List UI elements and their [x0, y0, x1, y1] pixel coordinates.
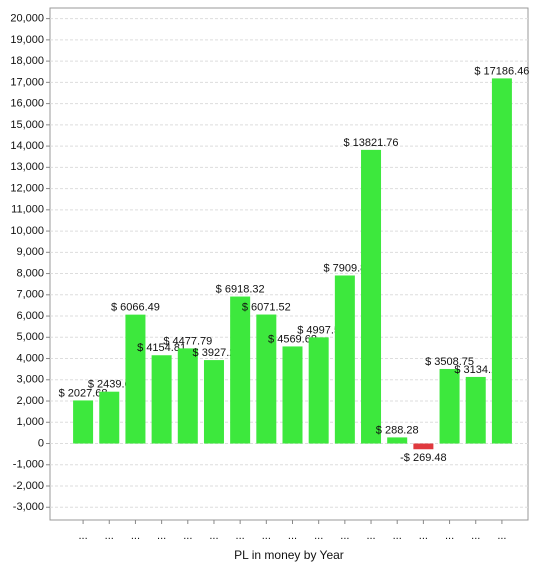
- data-label: $ 2439.6: [88, 379, 131, 391]
- y-tick-label: 10,000: [10, 225, 44, 237]
- y-tick-label: 17,000: [10, 76, 44, 88]
- data-label: $ 3508.75: [425, 356, 474, 368]
- y-tick-label: 12,000: [10, 182, 44, 194]
- bar: [387, 437, 408, 444]
- x-tick-label: ...: [183, 530, 192, 542]
- x-tick-label: ...: [262, 530, 271, 542]
- bar: [282, 346, 303, 444]
- bar: [361, 149, 382, 444]
- data-label: $ 3134.1: [454, 364, 497, 376]
- bar: [177, 348, 198, 444]
- x-tick-label: ...: [105, 530, 114, 542]
- data-label: $ 17186.46: [474, 65, 529, 77]
- y-tick-label: 3,000: [16, 374, 44, 386]
- data-label: $ 2027.68: [59, 387, 108, 399]
- bar: [308, 337, 329, 444]
- y-tick-label: 13,000: [10, 161, 44, 173]
- y-tick-label: 19,000: [10, 34, 44, 46]
- bar: [151, 355, 172, 444]
- y-tick-label: 16,000: [10, 98, 44, 110]
- x-tick-label: ...: [79, 530, 88, 542]
- bar: [413, 443, 434, 450]
- bar: [256, 314, 277, 444]
- x-tick-label: ...: [445, 530, 454, 542]
- data-label: $ 7909.8: [323, 262, 366, 274]
- y-tick-label: -1,000: [13, 459, 44, 471]
- data-label: $ 6071.52: [242, 301, 291, 313]
- bar: [439, 368, 460, 444]
- bar: [73, 400, 94, 444]
- x-tick-label: ...: [288, 530, 297, 542]
- y-tick-label: -2,000: [13, 480, 44, 492]
- bar: [203, 360, 224, 444]
- y-tick-label: 15,000: [10, 119, 44, 131]
- data-label: $ 3927.2: [193, 347, 236, 359]
- x-tick-label: ...: [366, 530, 375, 542]
- x-tick-label: ...: [209, 530, 218, 542]
- bar: [230, 296, 251, 444]
- y-tick-label: 11,000: [11, 204, 44, 216]
- x-tick-label: ...: [236, 530, 245, 542]
- data-label: $ 288.28: [376, 424, 419, 436]
- y-tick-label: 0: [38, 437, 44, 449]
- bar: [125, 314, 146, 444]
- x-axis-label: PL in money by Year: [234, 548, 344, 562]
- y-tick-label: 9,000: [16, 246, 44, 258]
- bar: [334, 275, 355, 444]
- y-tick-label: 1,000: [16, 416, 44, 428]
- data-label: $ 4477.79: [163, 335, 212, 347]
- x-tick-label: ...: [340, 530, 349, 542]
- data-label: $ 4997.5: [297, 324, 340, 336]
- y-tick-label: 5,000: [16, 331, 44, 343]
- data-label: $ 4569.68: [268, 333, 317, 345]
- x-tick-label: ...: [393, 530, 402, 542]
- y-tick-label: 8,000: [16, 267, 44, 279]
- y-tick-label: 6,000: [16, 310, 44, 322]
- bar: [491, 78, 512, 444]
- x-tick-label: ...: [157, 530, 166, 542]
- x-tick-label: ...: [497, 530, 506, 542]
- data-label: $ 6066.49: [111, 302, 160, 314]
- x-tick-label: ...: [131, 530, 140, 542]
- data-label: $ 4154.81: [137, 342, 186, 354]
- bar: [99, 391, 120, 444]
- data-label: $ 13821.76: [343, 137, 398, 149]
- y-tick-label: 20,000: [10, 13, 44, 25]
- x-tick-label: ...: [314, 530, 323, 542]
- y-tick-label: 14,000: [10, 140, 44, 152]
- y-tick-label: 7,000: [16, 289, 44, 301]
- y-tick-label: -3,000: [13, 501, 44, 513]
- y-tick-label: 2,000: [16, 395, 44, 407]
- bar: [465, 376, 486, 444]
- y-tick-label: 4,000: [16, 352, 44, 364]
- data-label: -$ 269.48: [400, 452, 446, 464]
- data-label: $ 6918.32: [216, 283, 265, 295]
- y-tick-label: 18,000: [10, 55, 44, 67]
- x-tick-label: ...: [471, 530, 480, 542]
- x-tick-label: ...: [419, 530, 428, 542]
